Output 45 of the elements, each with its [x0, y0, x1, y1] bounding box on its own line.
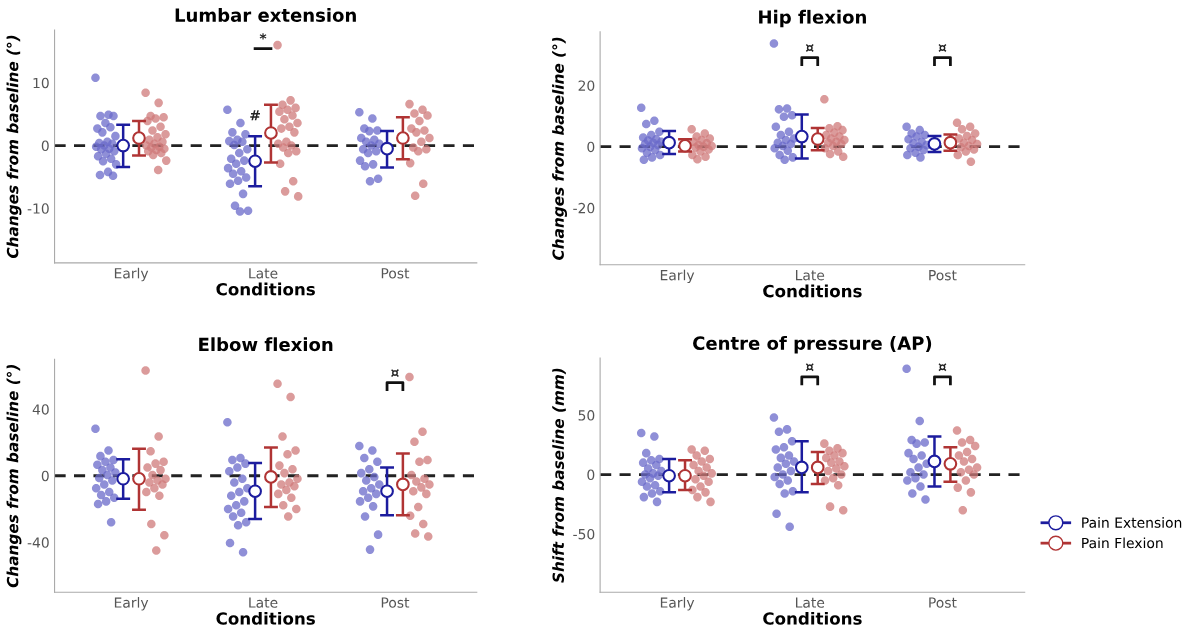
y-tick-label: 0: [587, 469, 595, 481]
y-tick-label: 0: [41, 470, 49, 482]
chart-title: Centre of pressure (AP): [693, 336, 932, 354]
y-tick-label: 0: [587, 141, 595, 153]
annotation: ¤: [805, 363, 814, 372]
x-axis-title: Conditions: [763, 611, 862, 625]
x-tick-label: Post: [929, 597, 957, 608]
annotation: ¤: [391, 369, 399, 377]
x-tick-label: Post: [929, 270, 957, 281]
legend-label: Pain Flexion: [1082, 537, 1163, 549]
chart-title: Lumbar extension: [175, 8, 356, 22]
annotation: ¤: [938, 363, 947, 372]
y-tick-label: 40: [32, 404, 49, 415]
x-tick-label: Early: [114, 597, 149, 611]
x-axis-title: Conditions: [763, 284, 862, 298]
annotation: #: [250, 110, 260, 121]
chart-title: Hip flexion: [759, 9, 866, 28]
y-axis-title: Shift from baseline (mm): [552, 368, 566, 583]
x-axis-title: Conditions: [216, 611, 315, 625]
x-axis-title: Conditions: [216, 282, 315, 296]
y-axis-title: Changes from baseline (°): [6, 35, 22, 259]
x-tick-label: Late: [249, 268, 278, 279]
annotation: *: [259, 33, 267, 40]
x-tick-label: Early: [660, 597, 695, 611]
y-axis-title: Changes from baseline (°): [6, 365, 22, 588]
chart-title: Elbow flexion: [199, 337, 333, 352]
annotation: ¤: [805, 44, 814, 52]
y-tick-label: 20: [578, 80, 595, 91]
x-tick-label: Post: [381, 268, 410, 279]
x-tick-label: Post: [381, 597, 410, 608]
y-tick-label: 50: [578, 410, 595, 421]
y-tick-label: -20: [573, 202, 595, 214]
y-tick-label: 10: [33, 77, 49, 89]
y-tick-label: -10: [27, 203, 49, 214]
y-tick-label: 0: [41, 140, 49, 152]
x-tick-label: Late: [796, 597, 825, 608]
x-tick-label: Late: [249, 597, 278, 608]
y-tick-label: -40: [27, 537, 49, 548]
y-tick-label: -50: [573, 528, 595, 540]
x-tick-label: Early: [660, 269, 695, 284]
legend-label: Pain Extension: [1082, 517, 1182, 528]
x-tick-label: Early: [114, 267, 149, 282]
x-tick-label: Late: [796, 270, 825, 281]
y-axis-title: Changes from baseline (°): [552, 37, 568, 260]
annotation: ¤: [938, 44, 947, 52]
